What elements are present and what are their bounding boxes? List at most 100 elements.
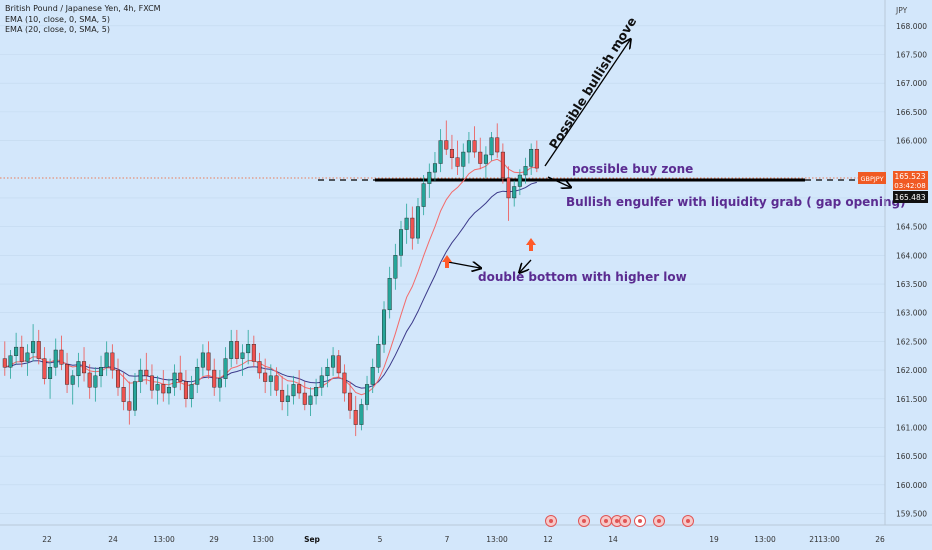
time-tick-label: 13:00 bbox=[754, 535, 776, 544]
candle-bull bbox=[155, 384, 160, 391]
candle-bear bbox=[206, 352, 211, 371]
time-tick-label: 7 bbox=[445, 535, 450, 544]
time-tick-label: 13:00 bbox=[153, 535, 175, 544]
last-price-tag: GBPJPY 165.523 03:42:08 bbox=[858, 171, 928, 190]
candle-bear bbox=[2, 358, 7, 368]
candle-bear bbox=[280, 389, 285, 402]
price-tick-label: 167.500 bbox=[896, 51, 927, 60]
event-flag-icon[interactable] bbox=[578, 515, 590, 527]
symbol-title[interactable]: British Pound / Japanese Yen, 4h, FXCM bbox=[5, 4, 161, 13]
candle-bull bbox=[104, 352, 109, 368]
marker-arrow-up-2 bbox=[526, 238, 536, 251]
candle-bull bbox=[132, 381, 137, 411]
candle-bull bbox=[415, 206, 420, 239]
candle-bear bbox=[19, 346, 24, 362]
candle-bear bbox=[59, 349, 64, 365]
candle-bull bbox=[308, 395, 313, 405]
candle-bull bbox=[48, 367, 53, 379]
time-tick-label: 14 bbox=[608, 535, 618, 544]
candle-bear bbox=[127, 401, 132, 411]
candle-bear bbox=[297, 384, 302, 394]
candle-bull bbox=[76, 361, 81, 377]
chart-legend: British Pound / Japanese Yen, 4h, FXCM E… bbox=[5, 4, 161, 36]
double-bottom-arrow-1 bbox=[447, 262, 480, 268]
event-flag-icon[interactable] bbox=[653, 515, 665, 527]
candle-bear bbox=[302, 392, 307, 405]
ema-10-legend[interactable]: EMA (10, close, 0, SMA, 5) bbox=[5, 14, 110, 24]
candle-bear bbox=[495, 137, 500, 153]
candle-bull bbox=[99, 367, 104, 377]
candle-bull bbox=[314, 387, 319, 397]
candle-bull bbox=[319, 375, 324, 388]
candle-bear bbox=[65, 364, 70, 385]
candle-bear bbox=[534, 148, 539, 169]
candle-bull bbox=[523, 166, 528, 176]
event-flag-icon[interactable] bbox=[600, 515, 612, 527]
candle-bull bbox=[195, 367, 200, 385]
candle-bear bbox=[257, 361, 262, 374]
price-axis-currency: JPY bbox=[895, 6, 908, 15]
candle-bull bbox=[359, 404, 364, 425]
price-tick-label: 163.000 bbox=[896, 309, 927, 318]
buy-zone-label: possible buy zone bbox=[572, 162, 693, 176]
candle-bear bbox=[42, 358, 47, 379]
candle-bear bbox=[87, 372, 92, 388]
event-flag-icon[interactable] bbox=[682, 515, 694, 527]
engulfer-arrow bbox=[547, 176, 570, 187]
candle-bull bbox=[421, 183, 426, 207]
candle-bull bbox=[8, 355, 13, 368]
candle-bull bbox=[14, 346, 19, 356]
price-tick-label: 164.500 bbox=[896, 223, 927, 232]
candle-bear bbox=[212, 369, 217, 388]
candle-bear bbox=[121, 387, 126, 402]
candle-bull bbox=[200, 352, 205, 368]
event-flag-icon[interactable] bbox=[634, 515, 646, 527]
candle-bull bbox=[376, 344, 381, 368]
candle-bear bbox=[36, 341, 41, 359]
candle-bull bbox=[370, 367, 375, 385]
time-tick-label: 26 bbox=[875, 535, 885, 544]
candle-bull bbox=[382, 309, 387, 345]
level-price-tag: 165.483 bbox=[893, 191, 928, 203]
candle-bull bbox=[223, 358, 228, 379]
candle-bull bbox=[285, 395, 290, 402]
bullish-move-arrow bbox=[544, 40, 630, 167]
candle-bull bbox=[172, 372, 177, 388]
candle-bull bbox=[217, 378, 222, 388]
candle-bull bbox=[25, 352, 30, 362]
event-flag-icon[interactable] bbox=[545, 515, 557, 527]
price-tick-label: 166.500 bbox=[896, 108, 927, 117]
last-price-value: 165.523 bbox=[894, 172, 925, 181]
candle-bull bbox=[404, 217, 409, 230]
candle-bear bbox=[161, 384, 166, 394]
candle-bull bbox=[70, 375, 75, 385]
candle-bull bbox=[325, 367, 330, 377]
double-bottom-label: double bottom with higher low bbox=[478, 270, 687, 284]
ema-20-legend[interactable]: EMA (20, close, 0, SMA, 5) bbox=[5, 25, 110, 34]
candle-bear bbox=[110, 352, 115, 371]
candle-bull bbox=[365, 384, 370, 405]
candle-bull bbox=[229, 341, 234, 359]
candle-bull bbox=[166, 387, 171, 394]
candle-bull bbox=[461, 151, 466, 167]
time-tick-label: 22 bbox=[42, 535, 52, 544]
last-price-symbol: GBPJPY bbox=[860, 175, 883, 183]
economic-event-icons[interactable] bbox=[545, 515, 694, 527]
time-tick-label: 13:00 bbox=[486, 535, 508, 544]
time-tick-label: 21 bbox=[809, 535, 819, 544]
candle-bear bbox=[348, 392, 353, 411]
candle-bear bbox=[115, 369, 120, 388]
candle-bull bbox=[138, 369, 143, 382]
time-tick-label: 29 bbox=[209, 535, 219, 544]
time-axis-labels: 22 24 13:00 29 13:00 Sep 5 7 13:00 12 14 19 13:00 21 1… bbox=[42, 535, 885, 544]
candle-bull bbox=[189, 384, 194, 399]
candle-bear bbox=[234, 341, 239, 359]
event-flag-icon[interactable] bbox=[619, 515, 631, 527]
candle-bear bbox=[342, 372, 347, 394]
candle-bear bbox=[506, 177, 511, 199]
time-tick-label: 13:00 bbox=[252, 535, 274, 544]
price-tick-label: 167.000 bbox=[896, 79, 927, 88]
candles-group bbox=[2, 120, 539, 437]
